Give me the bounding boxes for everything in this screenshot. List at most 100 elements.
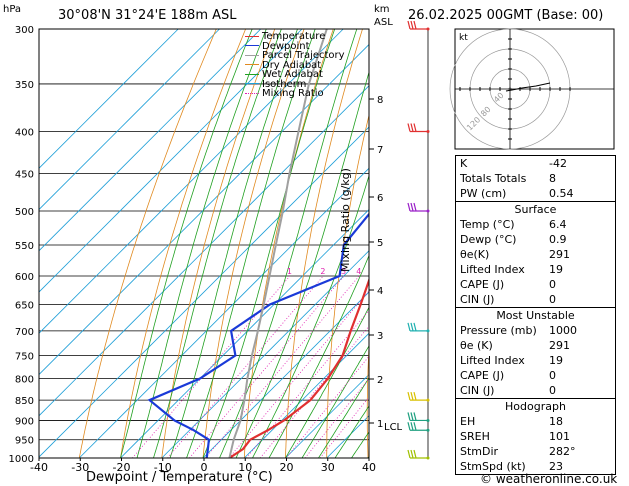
isotherm-line	[39, 29, 303, 293]
pressure-tick-label: 400	[15, 128, 34, 139]
surface-row: Dewp (°C) 0.9	[456, 232, 615, 247]
legend-label: Isotherm	[262, 78, 307, 90]
legend-swatch	[245, 83, 259, 84]
pressure-tick-label: 950	[15, 436, 34, 447]
index-row: Totals Totals 8	[456, 171, 615, 186]
isotherm-line	[78, 167, 369, 458]
x-tick-label: 0	[201, 461, 208, 474]
legend-item: Parcel Trajectory	[245, 51, 345, 61]
pressure-tick-label: 650	[15, 301, 34, 312]
wet-adiabat-line	[136, 29, 267, 458]
wind-barb	[407, 123, 430, 134]
pressure-tick-label: 700	[15, 327, 34, 338]
surface-row: θe(K) 291	[456, 247, 615, 262]
row-value: 291	[549, 339, 570, 352]
mixing-ratio-line	[205, 275, 360, 458]
legend-swatch	[245, 35, 259, 37]
wet-adiabat-line	[334, 405, 369, 458]
legend-swatch	[245, 64, 259, 65]
index-row: PW (cm) 0.54	[456, 186, 615, 201]
row-key: PW (cm)	[460, 187, 507, 200]
wind-barb	[407, 449, 430, 460]
row-key: CIN (J)	[460, 384, 495, 397]
surface-row: Temp (°C) 6.4	[456, 217, 615, 232]
dry-adiabat-line	[161, 29, 276, 458]
row-key: StmSpd (kt)	[460, 460, 526, 473]
mixing-ratio-label: 6	[378, 267, 383, 276]
row-key: Totals Totals	[460, 172, 527, 185]
most-unstable-row: Lifted Index 19	[456, 353, 615, 368]
row-key: K	[460, 157, 468, 170]
km-tick-label: 7	[377, 145, 383, 156]
hodograph-row: EH 18	[456, 414, 615, 429]
wet-adiabat-line	[235, 70, 369, 458]
wet-adiabat-line	[120, 29, 253, 458]
km-tick-label: 8	[377, 95, 383, 106]
legend-swatch	[245, 54, 259, 56]
pressure-tick-label: 350	[15, 80, 34, 91]
asl-unit-label: ASL	[374, 17, 393, 28]
row-key: CIN (J)	[460, 293, 495, 306]
row-value: 0	[549, 278, 556, 291]
surface-row: CIN (J) 0	[456, 292, 615, 307]
legend-label: Dewpoint	[262, 40, 310, 52]
hodograph-trace	[505, 82, 551, 92]
location-title: 30°08'N 31°24'E 188m ASL	[58, 8, 237, 23]
x-tick-label: 10	[238, 461, 252, 474]
isotherm-line	[39, 29, 344, 334]
row-value: 23	[549, 460, 563, 473]
x-tick-label: -30	[71, 461, 89, 474]
km-tick-label: 4	[377, 286, 383, 297]
wind-barb	[407, 391, 430, 402]
wind-barbs	[407, 20, 430, 460]
pressure-tick-label: 800	[15, 374, 34, 385]
hodograph-row: StmSpd (kt) 23	[456, 459, 615, 474]
isotherm-line	[243, 332, 369, 458]
pressure-tick-label: 600	[15, 272, 34, 283]
x-tick-label: -10	[154, 461, 172, 474]
row-key: CAPE (J)	[460, 369, 505, 382]
isotherm-line	[39, 85, 369, 417]
most-unstable-header: Most Unstable	[496, 309, 575, 322]
mixing-ratio-label: 4	[356, 267, 361, 276]
hodograph-unit: kt	[459, 33, 468, 43]
row-value: 6.4	[549, 218, 567, 231]
wet-adiabat-line	[285, 306, 369, 458]
most-unstable-row: CAPE (J) 0	[456, 368, 615, 383]
hpa-unit-label: hPa	[3, 4, 22, 15]
most-unstable-row: CIN (J) 0	[456, 383, 615, 398]
mixing-ratio-label: 2	[320, 267, 325, 276]
row-key: Lifted Index	[460, 263, 525, 276]
row-value: 19	[549, 354, 563, 367]
x-tick-label: -20	[113, 461, 131, 474]
dry-adiabat-line	[243, 29, 334, 458]
mixing-ratio-line	[189, 275, 345, 458]
row-value: 18	[549, 415, 563, 428]
pressure-tick-label: 550	[15, 241, 34, 252]
row-key: EH	[460, 415, 476, 428]
isotherm-line	[39, 29, 220, 211]
wind-barb	[407, 202, 430, 213]
wet-adiabat-line	[186, 29, 316, 458]
row-key: Lifted Index	[460, 354, 525, 367]
mixing-ratio-label: 10	[408, 267, 418, 276]
wind-barb	[407, 412, 430, 422]
row-value: 19	[549, 263, 563, 276]
legend-swatch	[245, 73, 259, 75]
row-key: Dewp (°C)	[460, 233, 517, 246]
mixing-ratio-axis-title: Mixing Ratio (g/kg)	[339, 168, 352, 272]
km-tick-label: 1	[377, 419, 383, 430]
dry-adiabat-line	[78, 29, 217, 458]
x-tick-label: -40	[30, 461, 48, 474]
x-tick-label: 20	[280, 461, 294, 474]
km-tick-label: 3	[377, 331, 383, 342]
parcel-trajectory-profile	[228, 29, 328, 458]
legend-item: Isotherm	[245, 78, 345, 90]
mixing-ratio-line	[167, 275, 324, 458]
isotherm-line	[39, 29, 179, 169]
x-axis-title: Dewpoint / Temperature (°C)	[86, 470, 273, 485]
x-tick-label: 40	[362, 461, 376, 474]
row-value: 0.54	[549, 187, 574, 200]
